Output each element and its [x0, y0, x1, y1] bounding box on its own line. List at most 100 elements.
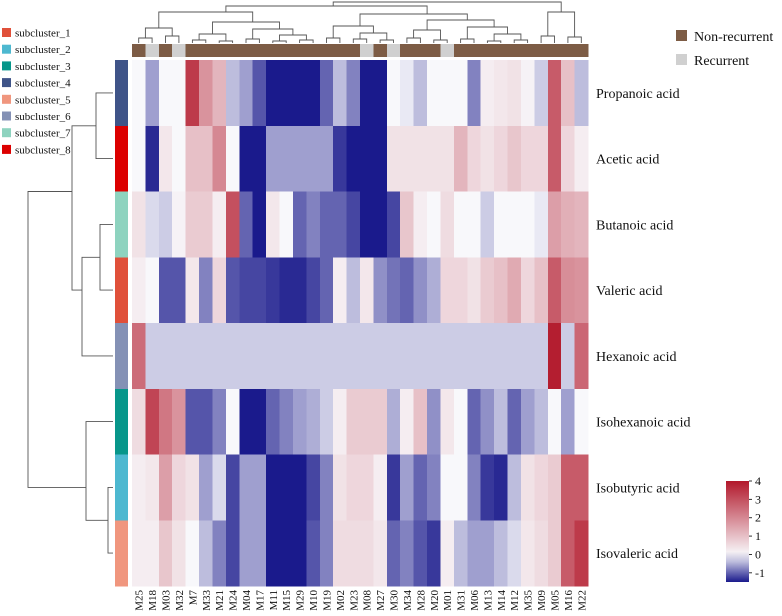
- column-dendrogram-link: [138, 37, 153, 43]
- heatmap-cell: [534, 520, 549, 587]
- heatmap-cell: [400, 520, 415, 587]
- column-annotation-cell: [225, 44, 240, 57]
- column-annotation-cell: [319, 44, 334, 57]
- heatmap-cell: [373, 191, 388, 258]
- column-dendrogram-link: [225, 5, 428, 14]
- heatmap-cell: [346, 125, 361, 192]
- heatmap-cell: [520, 388, 535, 455]
- heatmap-cell: [346, 257, 361, 324]
- heatmap-cell: [333, 454, 348, 521]
- heatmap-cell: [440, 191, 455, 258]
- heatmap-cell: [360, 454, 374, 521]
- heatmap-cell: [547, 454, 562, 521]
- column-annotation-cell: [413, 44, 428, 57]
- heatmap-cell: [467, 323, 482, 390]
- heatmap-cell: [306, 388, 321, 455]
- column-label: M11: [268, 590, 280, 610]
- subcluster-swatch: [2, 78, 11, 88]
- heatmap-cell: [252, 454, 267, 521]
- column-dendrogram-link: [165, 35, 180, 43]
- heatmap-cell: [346, 454, 361, 521]
- heatmap-cell: [292, 520, 307, 587]
- heatmap-cell: [266, 191, 281, 258]
- column-annotation-cell: [373, 44, 388, 57]
- heatmap-cell: [386, 323, 401, 390]
- column-dendrogram-link: [144, 27, 173, 38]
- heatmap-cell: [520, 257, 535, 324]
- column-dendrogram-link: [272, 40, 287, 43]
- heatmap-cell: [145, 60, 160, 127]
- heatmap-cell: [467, 257, 482, 324]
- heatmap-cell: [319, 520, 334, 587]
- heatmap-cell: [507, 257, 522, 324]
- row-annotation-bar: [115, 60, 128, 587]
- heatmap-cell: [199, 257, 213, 324]
- heatmap-cell: [494, 388, 509, 455]
- color-scale-tick-label: -1: [755, 566, 765, 580]
- subcluster-swatch: [2, 61, 11, 71]
- heatmap-cell: [520, 454, 535, 521]
- heatmap-cell: [561, 520, 576, 587]
- heatmap-cell: [453, 520, 468, 587]
- subcluster-label: subcluster_8: [15, 144, 71, 156]
- heatmap-cell: [360, 520, 374, 587]
- color-scale-tick-label: 0: [755, 548, 761, 562]
- heatmap-cell: [400, 125, 415, 192]
- column-annotation-cell: [520, 44, 535, 57]
- heatmap-cell: [172, 257, 187, 324]
- row-dendrogram-link: [71, 125, 96, 291]
- color-scale-tick-label: 3: [755, 492, 761, 506]
- heatmap-cell: [333, 125, 348, 192]
- column-label: M05: [550, 590, 562, 611]
- heatmap-cell: [373, 60, 388, 127]
- heatmap-cell: [346, 60, 361, 127]
- heatmap-cell: [440, 125, 455, 192]
- heatmap-cell: [467, 388, 482, 455]
- heatmap-cell: [360, 125, 374, 192]
- column-annotation-cell: [132, 44, 146, 57]
- heatmap-cell: [319, 60, 334, 127]
- column-dendrogram-link: [547, 11, 576, 37]
- column-annotation-cell: [172, 44, 187, 57]
- group-legend: Non-recurrent Recurrent: [676, 30, 773, 69]
- column-label: M06: [469, 590, 481, 611]
- heatmap-cell: [547, 191, 562, 258]
- heatmap-cell: [145, 388, 160, 455]
- color-scale-legend: 4 3 2 1 0 -1: [726, 474, 765, 582]
- column-label: M29: [295, 590, 307, 611]
- heatmap-cell: [333, 520, 348, 587]
- heatmap-cell: [172, 60, 187, 127]
- heatmap-cell: [172, 388, 187, 455]
- heatmap-cell: [507, 454, 522, 521]
- heatmap-cell: [319, 125, 334, 192]
- subcluster-swatch: [2, 144, 11, 154]
- row-label: Hexanoic acid: [596, 350, 676, 365]
- heatmap-cell: [534, 323, 549, 390]
- heatmap-cell: [360, 388, 374, 455]
- heatmap-cell: [306, 454, 321, 521]
- heatmap-cell: [453, 454, 468, 521]
- column-annotation-cell: [453, 44, 468, 57]
- column-dendrogram-link: [567, 36, 582, 43]
- column-label: M17: [254, 590, 266, 611]
- column-annotation-cell: [427, 44, 441, 57]
- column-label: M09: [536, 590, 548, 611]
- heatmap-cell: [212, 454, 227, 521]
- heatmap-cell: [440, 388, 455, 455]
- column-annotation-cell: [386, 44, 401, 57]
- column-dendrogram: [138, 1, 582, 43]
- column-labels: M25 M18 M03 M32 M7 M33 M21 M24 M04 M17 M11 M15 M29 M1…: [134, 590, 589, 611]
- heatmap-cell: [427, 191, 441, 258]
- heatmap-cell: [574, 257, 589, 324]
- heatmap-cell: [440, 323, 455, 390]
- heatmap-cell: [400, 388, 415, 455]
- heatmap-cell: [132, 191, 146, 258]
- heatmap-cell: [333, 257, 348, 324]
- heatmap-cell: [360, 323, 374, 390]
- heatmap-cell: [427, 520, 441, 587]
- column-label: M31: [456, 590, 468, 611]
- heatmap-cell: [199, 454, 213, 521]
- column-annotation-cell: [266, 44, 280, 57]
- heatmap-cell: [239, 257, 254, 324]
- heatmap-cell: [480, 60, 495, 127]
